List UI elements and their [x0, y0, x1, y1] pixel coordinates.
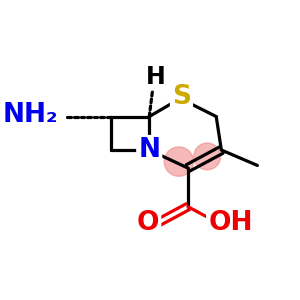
Circle shape: [164, 147, 194, 176]
Text: O: O: [137, 210, 159, 236]
Text: NH₂: NH₂: [2, 102, 58, 128]
Text: OH: OH: [208, 210, 253, 236]
Text: N: N: [138, 137, 160, 163]
Circle shape: [194, 143, 220, 170]
Text: S: S: [172, 84, 191, 110]
Text: H: H: [146, 64, 166, 88]
